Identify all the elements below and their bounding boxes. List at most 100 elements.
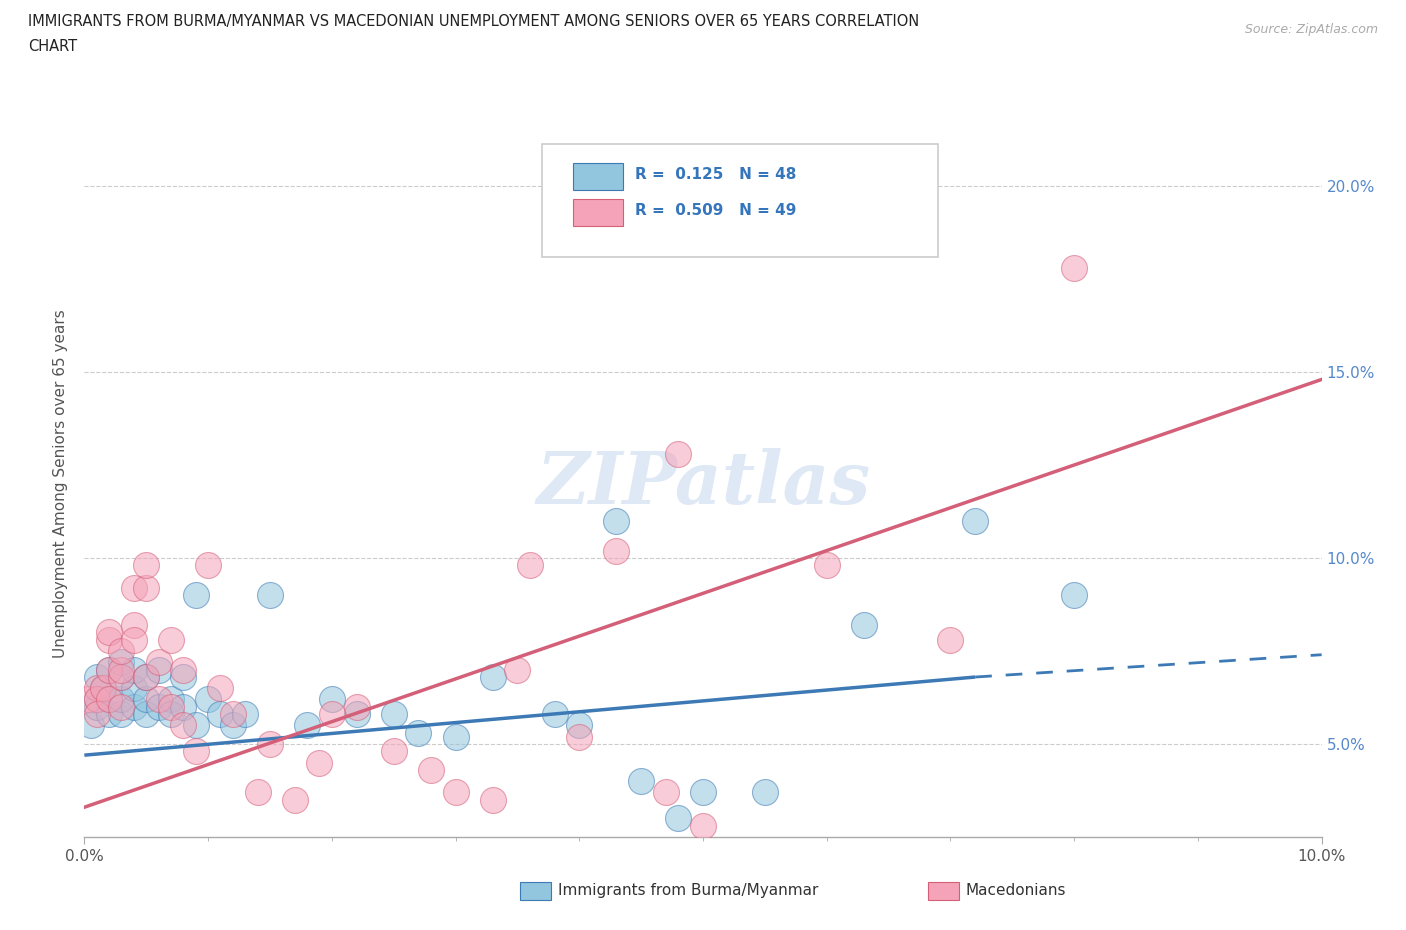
Bar bbox=[574, 199, 623, 226]
Point bbox=[321, 707, 343, 722]
Point bbox=[86, 692, 108, 707]
Point bbox=[135, 580, 157, 595]
Point bbox=[481, 792, 503, 807]
Point bbox=[284, 792, 307, 807]
Point bbox=[321, 692, 343, 707]
Point bbox=[77, 692, 100, 707]
Point bbox=[91, 681, 114, 696]
Point bbox=[568, 718, 591, 733]
Point bbox=[98, 662, 121, 677]
Point bbox=[655, 785, 678, 800]
Point bbox=[172, 718, 194, 733]
Point bbox=[86, 707, 108, 722]
Point bbox=[184, 718, 207, 733]
Point bbox=[295, 718, 318, 733]
Point bbox=[754, 785, 776, 800]
Point bbox=[666, 446, 689, 461]
Point bbox=[419, 763, 441, 777]
Point bbox=[148, 699, 170, 714]
Point bbox=[630, 774, 652, 789]
Point bbox=[148, 692, 170, 707]
Point bbox=[965, 513, 987, 528]
Point bbox=[98, 692, 121, 707]
Point bbox=[160, 707, 183, 722]
Point bbox=[135, 707, 157, 722]
Point bbox=[939, 632, 962, 647]
Point bbox=[86, 692, 108, 707]
Point bbox=[122, 662, 145, 677]
Point bbox=[815, 558, 838, 573]
Point bbox=[110, 670, 132, 684]
Point bbox=[110, 662, 132, 677]
Point bbox=[98, 692, 121, 707]
Text: IMMIGRANTS FROM BURMA/MYANMAR VS MACEDONIAN UNEMPLOYMENT AMONG SENIORS OVER 65 Y: IMMIGRANTS FROM BURMA/MYANMAR VS MACEDON… bbox=[28, 14, 920, 29]
Point bbox=[184, 588, 207, 603]
Point bbox=[259, 737, 281, 751]
Point bbox=[135, 692, 157, 707]
Point bbox=[346, 699, 368, 714]
Point bbox=[209, 707, 232, 722]
Point bbox=[184, 744, 207, 759]
Point bbox=[110, 655, 132, 670]
Point bbox=[222, 707, 245, 722]
Point bbox=[160, 699, 183, 714]
Point bbox=[122, 618, 145, 632]
Point bbox=[246, 785, 269, 800]
Text: Source: ZipAtlas.com: Source: ZipAtlas.com bbox=[1244, 23, 1378, 36]
Point bbox=[506, 662, 529, 677]
Point bbox=[543, 707, 565, 722]
Y-axis label: Unemployment Among Seniors over 65 years: Unemployment Among Seniors over 65 years bbox=[53, 310, 69, 658]
Point bbox=[160, 632, 183, 647]
Point bbox=[233, 707, 256, 722]
Point bbox=[692, 785, 714, 800]
Point bbox=[86, 681, 108, 696]
Point bbox=[110, 699, 132, 714]
Point bbox=[308, 755, 330, 770]
Point bbox=[91, 681, 114, 696]
Text: R =  0.509   N = 49: R = 0.509 N = 49 bbox=[636, 203, 796, 218]
Point bbox=[209, 681, 232, 696]
Point bbox=[98, 625, 121, 640]
Point bbox=[346, 707, 368, 722]
Point bbox=[86, 670, 108, 684]
Point bbox=[1063, 260, 1085, 275]
Text: R =  0.125   N = 48: R = 0.125 N = 48 bbox=[636, 167, 796, 182]
Point bbox=[135, 670, 157, 684]
Point bbox=[197, 558, 219, 573]
Point bbox=[148, 655, 170, 670]
Text: ZIPatlas: ZIPatlas bbox=[536, 448, 870, 519]
Point bbox=[197, 692, 219, 707]
Point bbox=[852, 618, 875, 632]
Point bbox=[568, 729, 591, 744]
Point bbox=[98, 662, 121, 677]
Point bbox=[86, 699, 108, 714]
Point bbox=[110, 692, 132, 707]
Point bbox=[519, 558, 541, 573]
Point bbox=[382, 744, 405, 759]
Text: CHART: CHART bbox=[28, 39, 77, 54]
Point bbox=[408, 725, 430, 740]
Point bbox=[135, 558, 157, 573]
Point bbox=[382, 707, 405, 722]
Point bbox=[135, 670, 157, 684]
Point bbox=[692, 818, 714, 833]
Point bbox=[110, 707, 132, 722]
Point bbox=[79, 718, 101, 733]
FancyBboxPatch shape bbox=[543, 144, 938, 258]
Text: Immigrants from Burma/Myanmar: Immigrants from Burma/Myanmar bbox=[558, 884, 818, 898]
Point bbox=[444, 785, 467, 800]
Point bbox=[444, 729, 467, 744]
Point bbox=[122, 580, 145, 595]
Text: Macedonians: Macedonians bbox=[966, 884, 1066, 898]
Point bbox=[122, 681, 145, 696]
Point bbox=[122, 699, 145, 714]
Point bbox=[172, 699, 194, 714]
Point bbox=[259, 588, 281, 603]
Point bbox=[1063, 588, 1085, 603]
Point bbox=[160, 692, 183, 707]
Point bbox=[98, 707, 121, 722]
Point bbox=[481, 670, 503, 684]
Point bbox=[110, 670, 132, 684]
Point bbox=[122, 632, 145, 647]
Point bbox=[172, 662, 194, 677]
